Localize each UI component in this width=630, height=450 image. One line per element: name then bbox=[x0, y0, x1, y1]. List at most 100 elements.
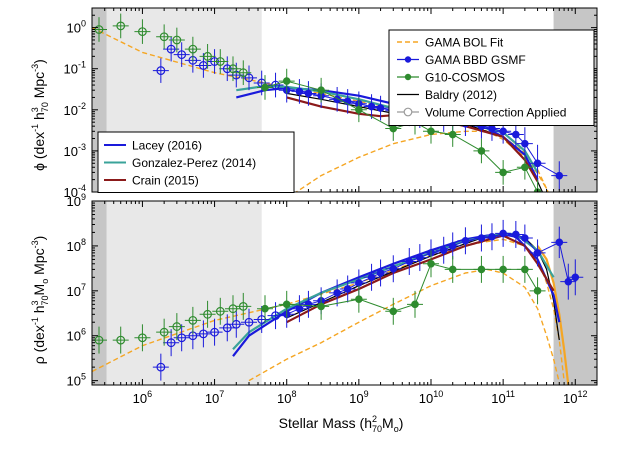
data-point bbox=[427, 127, 435, 136]
data-point bbox=[188, 315, 198, 325]
data-point bbox=[448, 242, 457, 250]
data-point bbox=[215, 306, 225, 316]
data-point bbox=[389, 307, 398, 316]
data-point bbox=[367, 102, 376, 111]
data-point bbox=[555, 171, 564, 180]
y-tick-label: 106 bbox=[67, 327, 86, 344]
data-point bbox=[166, 338, 176, 348]
data-point bbox=[203, 309, 212, 319]
data-point bbox=[512, 130, 520, 139]
data-point bbox=[555, 238, 564, 247]
data-point bbox=[138, 333, 147, 343]
data-point bbox=[488, 232, 496, 241]
y-tick-label: 105 bbox=[67, 372, 86, 389]
series-line bbox=[232, 233, 561, 357]
legend-label: Lacey (2016) bbox=[132, 139, 202, 153]
x-tick-label: 1011 bbox=[491, 389, 515, 406]
data-point bbox=[477, 265, 486, 274]
y-tick-label: 108 bbox=[67, 237, 86, 254]
data-point bbox=[231, 319, 241, 329]
data-point bbox=[177, 333, 187, 343]
data-point bbox=[156, 362, 166, 372]
y-tick-label: 107 bbox=[67, 282, 86, 299]
legend-box bbox=[388, 29, 595, 126]
legend-entry: Gonzalez-Perez (2014) bbox=[104, 156, 256, 170]
data-point bbox=[411, 300, 419, 309]
legend-marker bbox=[403, 107, 413, 117]
data-point bbox=[238, 301, 248, 311]
data-point bbox=[427, 259, 435, 268]
legend-label: Crain (2015) bbox=[132, 174, 199, 188]
data-point bbox=[282, 300, 291, 309]
data-point bbox=[343, 285, 352, 293]
data-point bbox=[159, 32, 169, 42]
data-point bbox=[488, 124, 496, 133]
data-point bbox=[571, 273, 580, 282]
data-point bbox=[389, 124, 398, 133]
data-point bbox=[533, 249, 542, 257]
legend-entry: Volume Correction Applied bbox=[397, 106, 566, 120]
data-point bbox=[367, 273, 376, 282]
data-point bbox=[521, 163, 529, 172]
data-point bbox=[210, 327, 219, 337]
x-tick-label: 108 bbox=[277, 389, 296, 406]
data-point bbox=[215, 57, 225, 66]
data-point bbox=[461, 236, 470, 245]
data-point bbox=[355, 295, 363, 304]
legend-label: GAMA BOL Fit bbox=[425, 36, 504, 50]
data-point bbox=[94, 25, 104, 34]
data-point bbox=[564, 277, 573, 286]
y-tick-label: 109 bbox=[67, 192, 86, 209]
data-point bbox=[116, 335, 126, 345]
panel-frame bbox=[91, 7, 598, 193]
data-point bbox=[203, 51, 212, 61]
data-point bbox=[521, 139, 529, 148]
data-point bbox=[172, 322, 182, 331]
data-point bbox=[405, 257, 414, 266]
x-axis-label: Stellar Mass (h2 70Mo) bbox=[279, 414, 404, 434]
series-line bbox=[286, 233, 560, 341]
legend-label: G10-COSMOS bbox=[425, 71, 505, 85]
data-point bbox=[304, 89, 313, 98]
legend-entry: GAMA BBD GSMF bbox=[397, 53, 526, 67]
data-point bbox=[448, 265, 457, 274]
legend-entry: GAMA BOL Fit bbox=[397, 36, 504, 50]
data-point bbox=[166, 44, 176, 54]
legend-label: Baldry (2012) bbox=[425, 88, 497, 102]
data-point bbox=[512, 230, 520, 239]
legend-entry: G10-COSMOS bbox=[397, 71, 505, 85]
x-tick-label: 109 bbox=[349, 389, 368, 406]
data-point bbox=[448, 130, 457, 139]
data-point bbox=[159, 327, 169, 337]
series-line bbox=[536, 245, 570, 385]
data-point bbox=[355, 106, 363, 114]
data-point bbox=[156, 66, 166, 75]
data-point bbox=[261, 83, 269, 92]
data-point bbox=[499, 127, 507, 136]
data-point bbox=[376, 269, 385, 277]
panel-rho: 105 106 107 108 109 106 107 108 109 1010 1011 1012 bbox=[67, 192, 598, 406]
series-line bbox=[286, 234, 555, 324]
legend-marker bbox=[404, 56, 412, 63]
data-point bbox=[282, 77, 291, 85]
data-point bbox=[499, 229, 507, 238]
series-line bbox=[232, 232, 555, 351]
data-point bbox=[499, 265, 507, 274]
data-point bbox=[533, 287, 542, 295]
data-point bbox=[333, 289, 341, 297]
data-point bbox=[172, 35, 182, 45]
legend-entry: Lacey (2016) bbox=[104, 139, 202, 153]
legend-main: GAMA BOL Fit GAMA BBD GSMF G10-COSMOS Baldr… bbox=[388, 29, 595, 126]
x-tick-label: 106 bbox=[133, 389, 152, 406]
data-point bbox=[222, 323, 232, 333]
data-point bbox=[376, 104, 385, 112]
data-point bbox=[244, 317, 254, 327]
data-point bbox=[304, 300, 313, 309]
data-point bbox=[228, 64, 238, 74]
data-point bbox=[198, 329, 208, 339]
data-point bbox=[271, 311, 280, 321]
plot-area-rho bbox=[92, 201, 597, 385]
data-point bbox=[521, 234, 529, 242]
data-point bbox=[533, 159, 542, 168]
